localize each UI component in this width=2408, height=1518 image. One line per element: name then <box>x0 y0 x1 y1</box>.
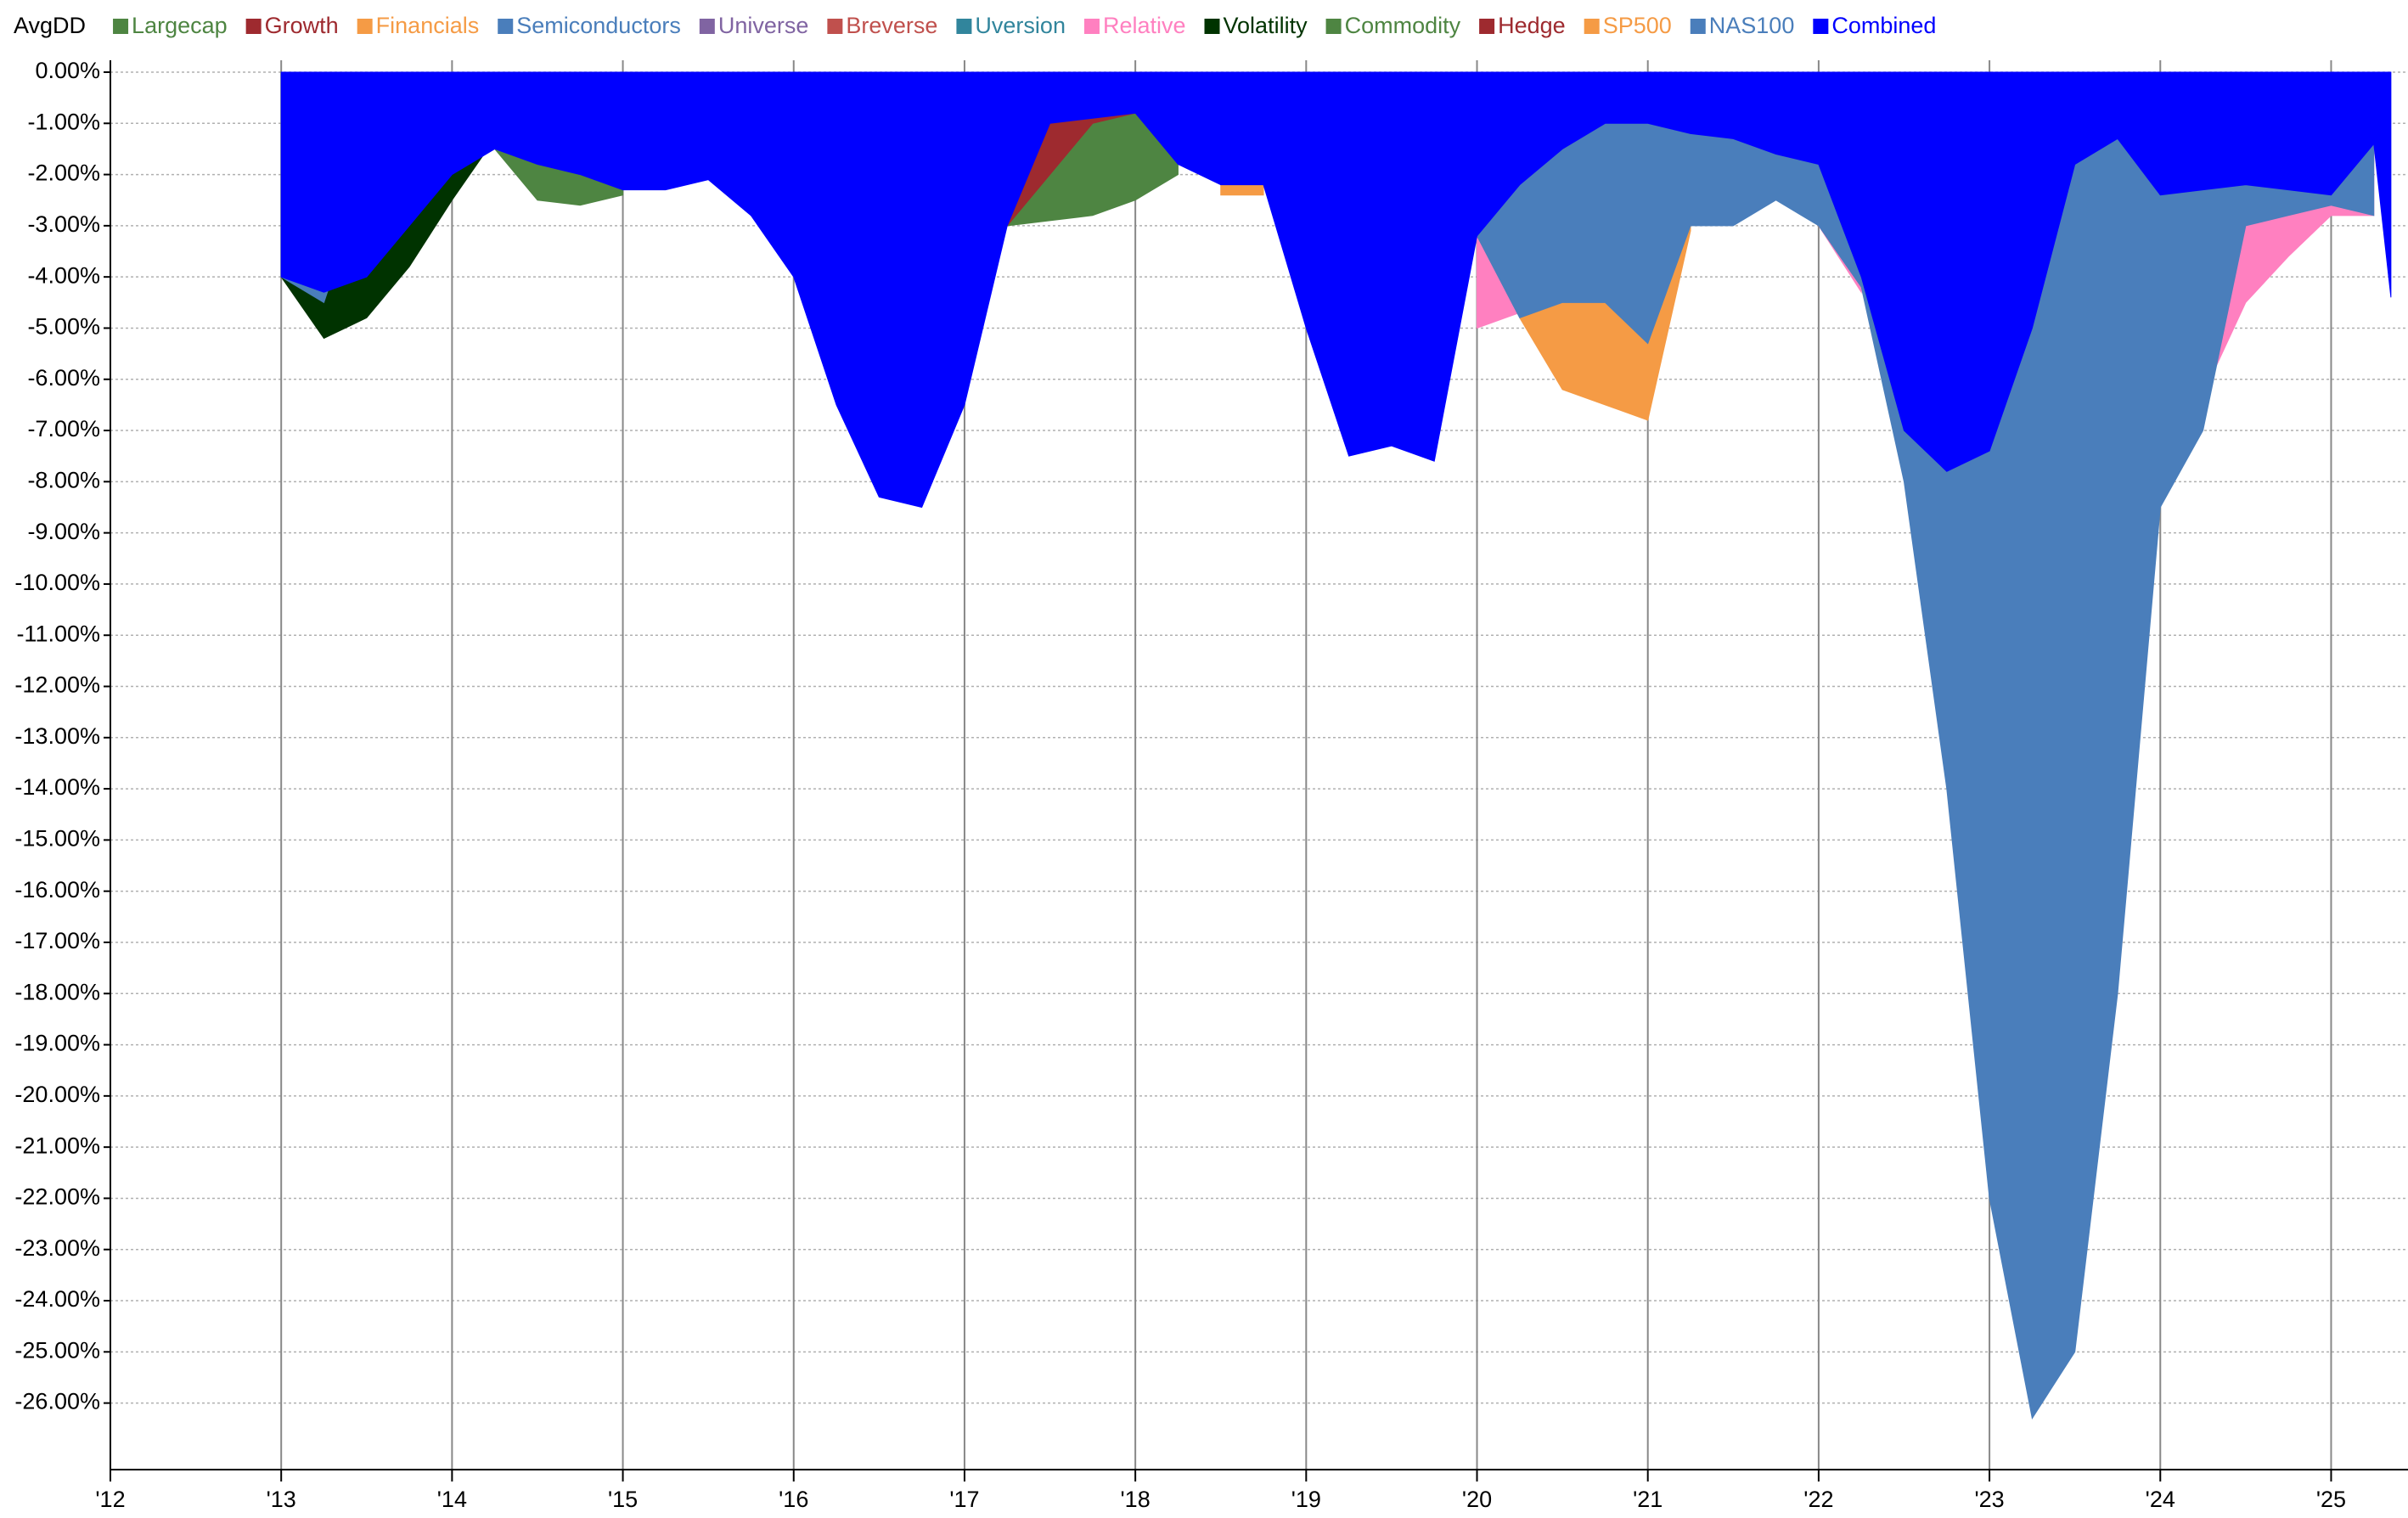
legend-label: Breverse <box>846 13 937 38</box>
x-tick-label: '20 <box>1462 1487 1492 1512</box>
legend-swatch <box>1083 19 1100 34</box>
y-tick-label: -15.00% <box>14 826 100 852</box>
legend-label: SP500 <box>1603 13 1672 38</box>
y-tick-label: -10.00% <box>14 570 100 595</box>
areas <box>280 71 2392 1420</box>
y-tick-label: -21.00% <box>14 1133 100 1158</box>
x-tick-label: '16 <box>779 1487 808 1512</box>
y-tick-label: -11.00% <box>16 621 100 646</box>
area <box>280 71 2392 509</box>
y-tick-label: -14.00% <box>14 774 100 800</box>
legend-label: Financials <box>376 13 480 38</box>
legend-label: Largecap <box>132 13 228 38</box>
y-tick-label: -8.00% <box>27 467 100 492</box>
chart-title: AvgDD <box>14 13 86 38</box>
x-tick-label: '21 <box>1633 1487 1663 1512</box>
y-tick-label: -3.00% <box>27 211 100 237</box>
legend-label: Universe <box>718 13 809 38</box>
legend-label: Uversion <box>975 13 1066 38</box>
y-tick-label: -23.00% <box>14 1235 100 1261</box>
legend-swatch <box>1325 19 1342 34</box>
y-tick-label: -22.00% <box>14 1184 100 1210</box>
x-tick-label: '22 <box>1803 1487 1833 1512</box>
legend-swatch <box>1813 19 1829 34</box>
legend-swatch <box>827 19 843 34</box>
x-tick-label: '12 <box>95 1487 125 1512</box>
legend-label: Combined <box>1831 13 1936 38</box>
x-tick-label: '23 <box>1974 1487 2004 1512</box>
y-tick-label: -26.00% <box>14 1389 100 1414</box>
y-tick-label: -2.00% <box>27 160 100 186</box>
legend-swatch <box>1204 19 1220 34</box>
y-tick-label: -13.00% <box>14 723 100 749</box>
y-tick-label: -19.00% <box>14 1031 100 1056</box>
y-tick-label: -7.00% <box>27 416 100 441</box>
legend-swatch <box>1584 19 1600 34</box>
legend-label: NAS100 <box>1709 13 1795 38</box>
x-tick-label: '13 <box>267 1487 296 1512</box>
grid <box>110 60 2408 1470</box>
y-tick-label: -5.00% <box>27 314 100 340</box>
y-tick-label: 0.00% <box>35 58 100 83</box>
legend-swatch <box>699 19 715 34</box>
x-tick-label: '25 <box>2316 1487 2346 1512</box>
legend-swatch <box>1479 19 1495 34</box>
x-tick-label: '14 <box>437 1487 467 1512</box>
legend-swatch <box>498 19 514 34</box>
y-tick-label: -4.00% <box>27 262 100 288</box>
y-tick-label: -18.00% <box>14 979 100 1004</box>
x-tick-label: '19 <box>1291 1487 1321 1512</box>
legend-label: Relative <box>1103 13 1186 38</box>
x-tick-label: '17 <box>949 1487 979 1512</box>
y-tick-label: -20.00% <box>14 1082 100 1107</box>
legend-swatch <box>245 19 262 34</box>
y-tick-label: -17.00% <box>14 928 100 953</box>
legend-swatch <box>1690 19 1706 34</box>
legend-swatch <box>956 19 972 34</box>
y-tick-label: -1.00% <box>27 109 100 134</box>
legend-swatch <box>357 19 373 34</box>
legend-label: Growth <box>265 13 339 38</box>
legend-label: Volatility <box>1224 13 1308 38</box>
legend-label: Hedge <box>1498 13 1566 38</box>
legend-label: Commodity <box>1345 13 1461 38</box>
axes: 0.00% -1.00% -2.00% -3.00% -4.00% -5.00% -6.00… <box>14 13 2408 1512</box>
x-tick-label: '15 <box>608 1487 638 1512</box>
y-tick-label: -6.00% <box>27 365 100 391</box>
y-tick-label: -12.00% <box>14 672 100 698</box>
y-tick-label: -25.00% <box>14 1337 100 1363</box>
x-tick-label: '18 <box>1121 1487 1151 1512</box>
x-tick-label: '24 <box>2146 1487 2175 1512</box>
legend-label: Semiconductors <box>516 13 681 38</box>
y-tick-label: -24.00% <box>14 1286 100 1312</box>
legend-swatch <box>113 19 129 34</box>
y-tick-label: -9.00% <box>27 519 100 544</box>
y-tick-label: -16.00% <box>14 877 100 902</box>
